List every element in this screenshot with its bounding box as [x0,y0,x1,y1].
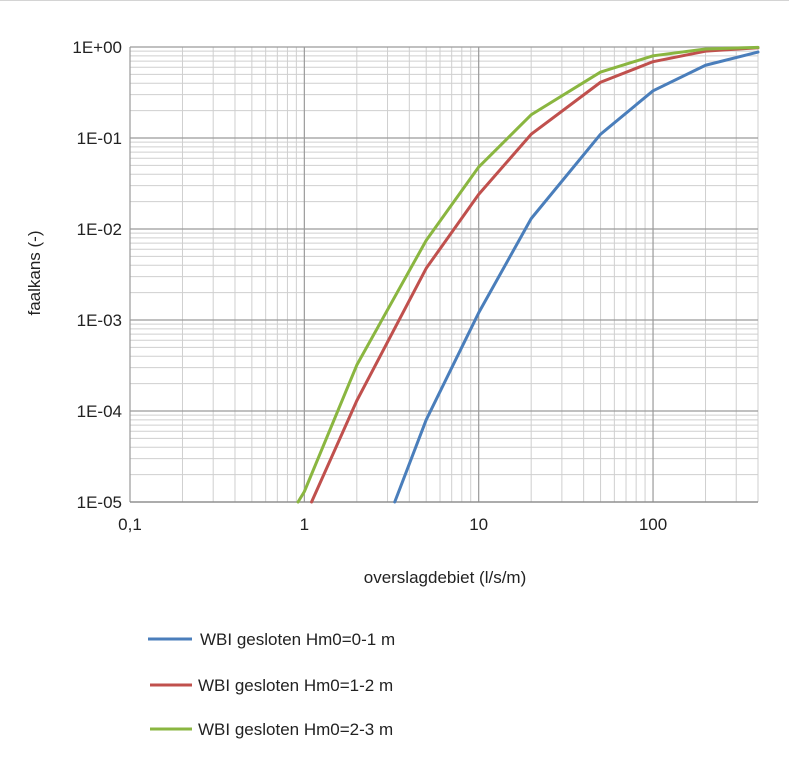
legend-item: WBI gesloten Hm0=2-3 m [150,720,393,739]
y-tick-labels: 1E+00 1E-01 1E-02 1E-03 1E-04 1E-05 [72,38,122,512]
legend-label: WBI gesloten Hm0=2-3 m [198,720,393,739]
y-tick-label: 1E-03 [77,311,122,330]
x-tick-label: 10 [469,515,488,534]
major-gridlines [129,46,758,503]
legend-item: WBI gesloten Hm0=1-2 m [150,676,393,695]
y-tick-label: 1E-05 [77,493,122,512]
y-tick-label: 1E-04 [77,402,122,421]
x-tick-label: 0,1 [118,515,142,534]
legend-label: WBI gesloten Hm0=0-1 m [200,630,395,649]
legend: WBI gesloten Hm0=0-1 m WBI gesloten Hm0=1… [148,630,395,739]
x-axis-title: overslagdebiet (l/s/m) [364,568,527,587]
minor-gridlines [130,47,759,502]
series-line-3 [296,45,760,504]
y-tick-label: 1E+00 [72,38,122,57]
y-tick-label: 1E-01 [77,129,122,148]
series-layer [296,45,760,504]
series-line-1 [393,50,760,504]
x-tick-labels: 0,1 1 10 100 [118,515,667,534]
x-tick-label: 100 [639,515,667,534]
legend-item: WBI gesloten Hm0=0-1 m [148,630,395,649]
x-tick-label: 1 [300,515,309,534]
y-tick-label: 1E-02 [77,220,122,239]
legend-label: WBI gesloten Hm0=1-2 m [198,676,393,695]
series-line-2 [310,46,760,504]
y-axis-title: faalkans (-) [25,230,44,315]
